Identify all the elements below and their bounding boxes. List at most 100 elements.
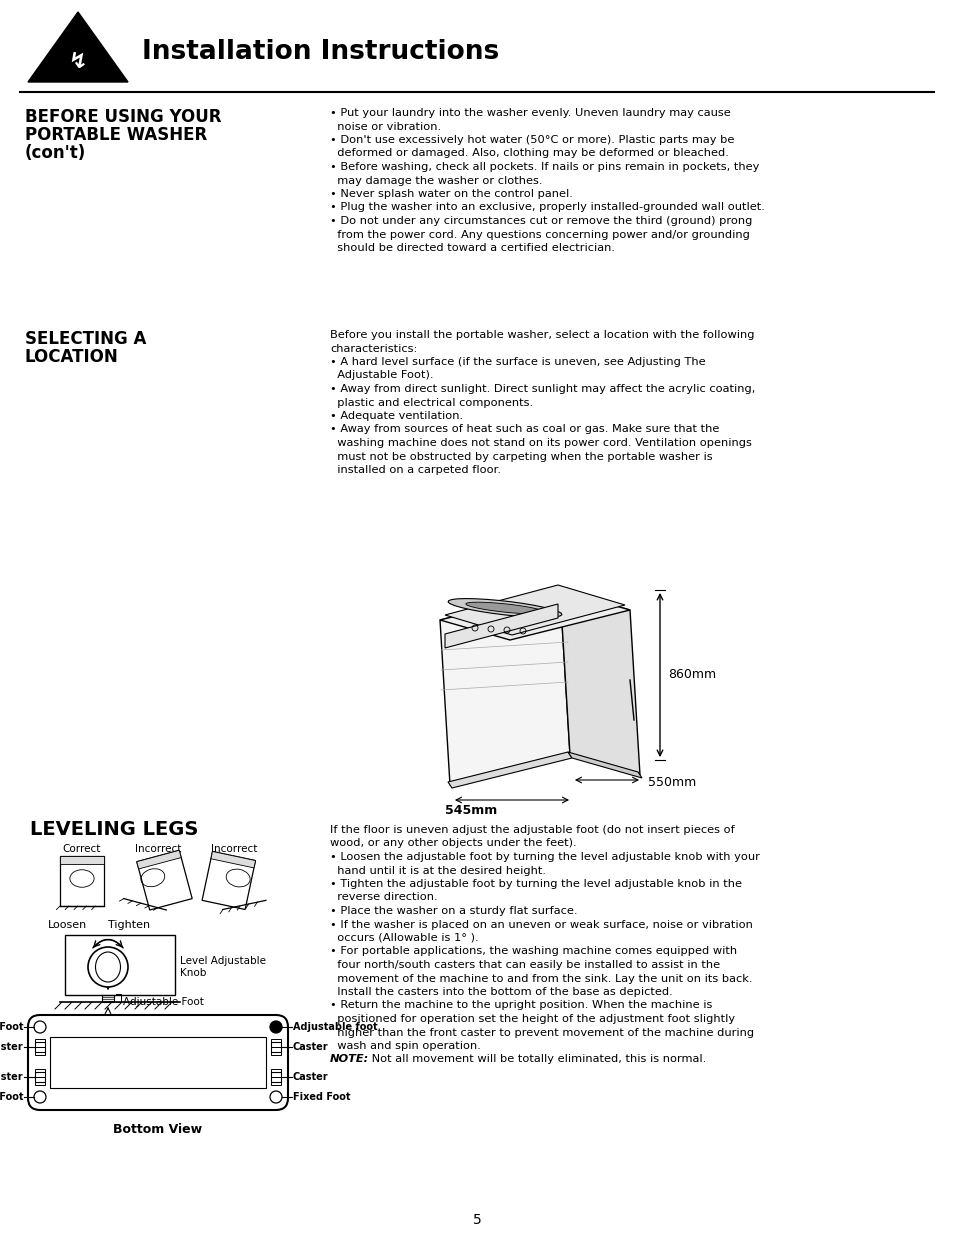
Text: • If the washer is placed on an uneven or weak surface, noise or vibration: • If the washer is placed on an uneven o… [330,920,752,930]
Text: • A hard level surface (if the surface is uneven, see Adjusting The: • A hard level surface (if the surface i… [330,357,705,367]
Text: Caster: Caster [0,1072,23,1082]
Polygon shape [448,752,572,788]
Text: Fixed Foot: Fixed Foot [0,1023,23,1032]
Text: Caster: Caster [293,1042,328,1052]
Polygon shape [448,599,561,618]
Circle shape [270,1021,282,1032]
Text: higher than the front caster to prevent movement of the machine during: higher than the front caster to prevent … [330,1028,753,1037]
Text: installed on a carpeted floor.: installed on a carpeted floor. [330,466,500,475]
Text: • Before washing, check all pockets. If nails or pins remain in pockets, they: • Before washing, check all pockets. If … [330,162,759,172]
Polygon shape [60,856,104,863]
Circle shape [88,947,128,987]
Text: SELECTING A: SELECTING A [25,330,146,348]
Text: occurs (Allowable is 1° ).: occurs (Allowable is 1° ). [330,932,478,944]
Text: Level Adjustable
Knob: Level Adjustable Knob [180,956,266,978]
Text: 550mm: 550mm [647,776,696,788]
Text: If the floor is uneven adjust the adjustable foot (do not insert pieces of: If the floor is uneven adjust the adjust… [330,825,734,835]
Bar [35,1042,45,1052]
Polygon shape [465,603,544,614]
Text: characteristics:: characteristics: [330,343,416,353]
Text: from the power cord. Any questions concerning power and/or grounding: from the power cord. Any questions conce… [330,230,749,240]
Bar [65,935,174,995]
Bar [271,1042,281,1052]
Text: washing machine does not stand on its power cord. Ventilation openings: washing machine does not stand on its po… [330,438,751,448]
Text: noise or vibration.: noise or vibration. [330,121,440,131]
Text: • Away from direct sunlight. Direct sunlight may affect the acrylic coating,: • Away from direct sunlight. Direct sunl… [330,384,755,394]
Text: Adjustable Foot: Adjustable Foot [123,997,204,1007]
Bar [271,1047,281,1055]
Polygon shape [567,752,641,778]
Text: • Return the machine to the upright position. When the machine is: • Return the machine to the upright posi… [330,1000,712,1010]
Text: 545mm: 545mm [444,804,497,816]
Text: (con't): (con't) [25,144,86,162]
Text: Tighten: Tighten [108,920,150,930]
Polygon shape [444,585,624,635]
Text: Before you install the portable washer, select a location with the following: Before you install the portable washer, … [330,330,754,340]
Polygon shape [559,590,639,776]
Text: • Never splash water on the control panel.: • Never splash water on the control pane… [330,189,572,199]
Text: • For portable applications, the washing machine comes equipped with: • For portable applications, the washing… [330,946,737,956]
Text: • Don't use excessively hot water (50°C or more). Plastic parts may be: • Don't use excessively hot water (50°C … [330,135,734,144]
Polygon shape [202,851,255,909]
Text: movement of the machine to and from the sink. Lay the unit on its back.: movement of the machine to and from the … [330,973,752,983]
Text: four north/south casters that can easily be installed to assist in the: four north/south casters that can easily… [330,960,720,969]
Bar [35,1072,45,1082]
Text: reverse direction.: reverse direction. [330,893,437,903]
Text: Correct: Correct [63,844,101,853]
Text: • Do not under any circumstances cut or remove the third (ground) prong: • Do not under any circumstances cut or … [330,216,752,226]
Text: LEVELING LEGS: LEVELING LEGS [30,820,198,839]
Bar [35,1039,45,1047]
Text: Caster: Caster [293,1072,328,1082]
Text: • Adequate ventilation.: • Adequate ventilation. [330,411,462,421]
Text: must not be obstructed by carpeting when the portable washer is: must not be obstructed by carpeting when… [330,452,712,462]
Text: plastic and electrical components.: plastic and electrical components. [330,398,533,408]
Text: Bottom View: Bottom View [113,1123,202,1136]
Bar [50,1037,266,1088]
Bar [271,1070,281,1077]
Polygon shape [439,590,629,640]
Bar [271,1039,281,1047]
Text: wood, or any other objects under the feet).: wood, or any other objects under the fee… [330,839,576,848]
Text: hand until it is at the desired height.: hand until it is at the desired height. [330,866,545,876]
Polygon shape [439,590,569,785]
Text: PORTABLE WASHER: PORTABLE WASHER [25,126,207,144]
Polygon shape [28,12,128,82]
Text: ↯: ↯ [69,52,88,72]
Text: Loosen: Loosen [48,920,87,930]
Polygon shape [60,856,104,906]
Bar [271,1072,281,1082]
Text: deformed or damaged. Also, clothing may be deformed or bleached.: deformed or damaged. Also, clothing may … [330,148,728,158]
Text: • Put your laundry into the washer evenly. Uneven laundry may cause: • Put your laundry into the washer evenl… [330,107,730,119]
Bar [271,1077,281,1086]
Text: positioned for operation set the height of the adjustment foot slightly: positioned for operation set the height … [330,1014,735,1024]
Text: Caster: Caster [0,1042,23,1052]
Text: 860mm: 860mm [667,668,716,682]
Polygon shape [444,604,558,648]
Text: wash and spin operation.: wash and spin operation. [330,1041,480,1051]
Text: Incorrect: Incorrect [211,844,257,853]
Text: should be directed toward a certified electrician.: should be directed toward a certified el… [330,243,615,253]
Polygon shape [136,851,181,869]
Text: • Place the washer on a sturdy flat surface.: • Place the washer on a sturdy flat surf… [330,906,577,916]
Text: NOTE:: NOTE: [330,1055,369,1065]
Text: LOCATION: LOCATION [25,348,118,366]
Bar [35,1047,45,1055]
Text: • Plug the washer into an exclusive, properly installed-grounded wall outlet.: • Plug the washer into an exclusive, pro… [330,203,764,212]
Bar [35,1077,45,1086]
Text: Adjustable Foot).: Adjustable Foot). [330,370,433,380]
Polygon shape [211,851,255,868]
Text: Not all movement will be totally eliminated, this is normal.: Not all movement will be totally elimina… [368,1055,705,1065]
Text: may damage the washer or clothes.: may damage the washer or clothes. [330,175,542,185]
Text: • Loosen the adjustable foot by turning the level adjustable knob with your: • Loosen the adjustable foot by turning … [330,852,760,862]
Text: Adjustable foot: Adjustable foot [293,1023,377,1032]
FancyBboxPatch shape [28,1015,288,1110]
Text: Install the casters into the bottom of the base as depicted.: Install the casters into the bottom of t… [330,987,672,997]
Text: 5: 5 [472,1213,481,1228]
Text: Installation Instructions: Installation Instructions [142,40,498,65]
Text: Incorrect: Incorrect [134,844,181,853]
Text: Fixed Foot: Fixed Foot [0,1092,23,1102]
Text: • Tighten the adjustable foot by turning the level adjustable knob in the: • Tighten the adjustable foot by turning… [330,879,741,889]
Polygon shape [136,851,192,910]
Text: Fixed Foot: Fixed Foot [293,1092,350,1102]
Text: • Away from sources of heat such as coal or gas. Make sure that the: • Away from sources of heat such as coal… [330,425,719,435]
